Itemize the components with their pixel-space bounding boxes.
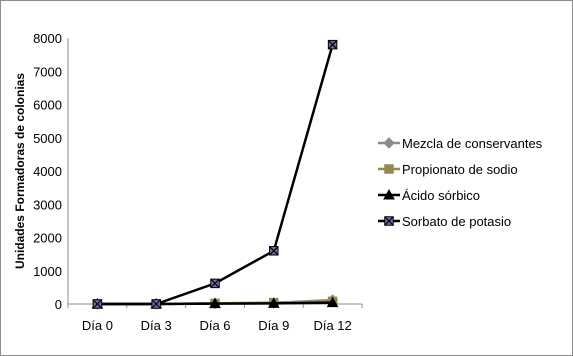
y-tick-label: 4000 [33,164,62,179]
legend-item: Ácido sórbico [378,188,480,203]
data-point [269,246,279,256]
y-tick-label: 0 [55,297,62,312]
legend-marker [384,216,394,226]
y-tick-label: 5000 [33,131,62,146]
legend-label: Sorbato de potasio [402,214,511,229]
legend-item: Propionato de sodio [378,162,518,177]
series-layer [91,39,339,310]
y-axis-title: Unidades Formadoras de colonias [13,73,27,269]
data-point [327,39,338,50]
data-point [210,278,220,289]
y-tick-label: 8000 [33,31,62,46]
legend-marker [383,137,395,149]
x-tick-label: Día 6 [199,318,230,333]
x-tick-label: Día 12 [313,318,351,333]
y-tick-label: 1000 [33,264,62,279]
series-4 [92,39,338,309]
y-tick-label: 2000 [33,231,62,246]
legend-label: Mezcla de conservantes [402,136,543,151]
legend-marker [383,188,395,200]
x-tick-label: Día 9 [258,318,289,333]
x-axis-ticks [67,304,363,308]
legend-item: Sorbato de potasio [378,214,511,229]
y-tick-label: 6000 [33,98,62,113]
y-axis-labels: 0 1000 2000 3000 4000 5000 6000 7000 8000 [33,31,62,312]
x-tick-label: Día 3 [141,318,172,333]
legend: Mezcla de conservantes Propionato de sodi… [378,136,543,229]
data-point [326,296,339,308]
legend-label: Propionato de sodio [402,162,518,177]
legend-label: Ácido sórbico [402,188,480,203]
y-tick-label: 3000 [33,197,62,212]
legend-marker [384,164,394,174]
x-tick-label: Día 0 [82,318,113,333]
data-point [151,299,161,309]
y-tick-label: 7000 [33,64,62,79]
data-point [92,299,103,309]
data-point [267,297,280,308]
data-point [209,297,221,309]
legend-item: Mezcla de conservantes [378,136,543,151]
x-axis-labels: Día 0 Día 3 Día 6 Día 9 Día 12 [82,318,352,333]
